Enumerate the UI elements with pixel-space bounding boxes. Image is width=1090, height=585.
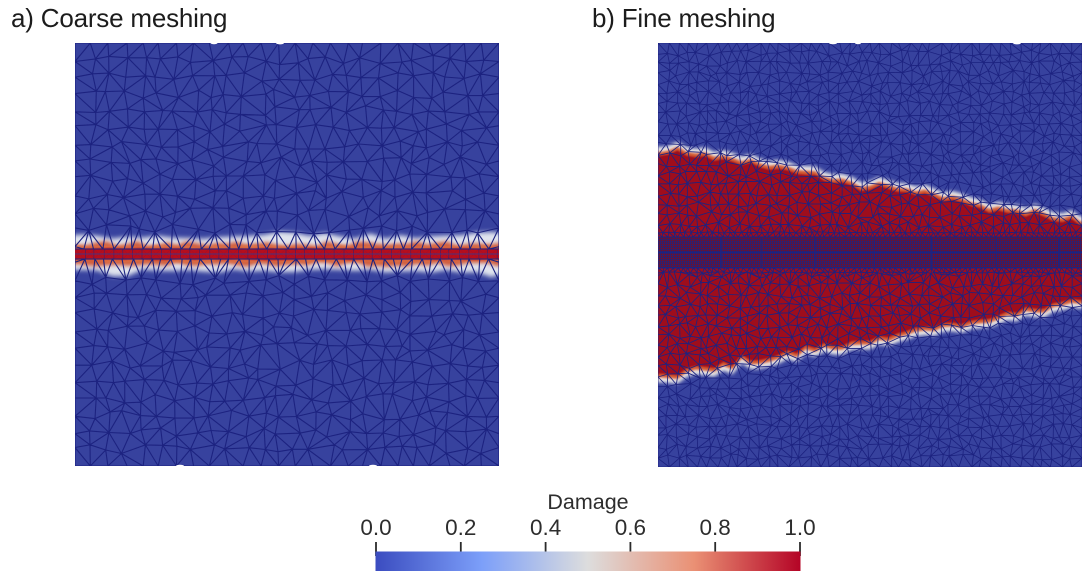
svg-text:0.8: 0.8 xyxy=(700,515,731,540)
svg-text:b) Fine meshing: b) Fine meshing xyxy=(592,3,775,33)
svg-text:a) Coarse meshing: a) Coarse meshing xyxy=(11,3,227,33)
svg-text:0.6: 0.6 xyxy=(615,515,646,540)
svg-text:0.2: 0.2 xyxy=(445,515,476,540)
svg-text:1.0: 1.0 xyxy=(784,515,815,540)
svg-text:Damage: Damage xyxy=(547,490,628,514)
svg-text:0.0: 0.0 xyxy=(360,515,391,540)
svg-text:0.4: 0.4 xyxy=(530,515,561,540)
